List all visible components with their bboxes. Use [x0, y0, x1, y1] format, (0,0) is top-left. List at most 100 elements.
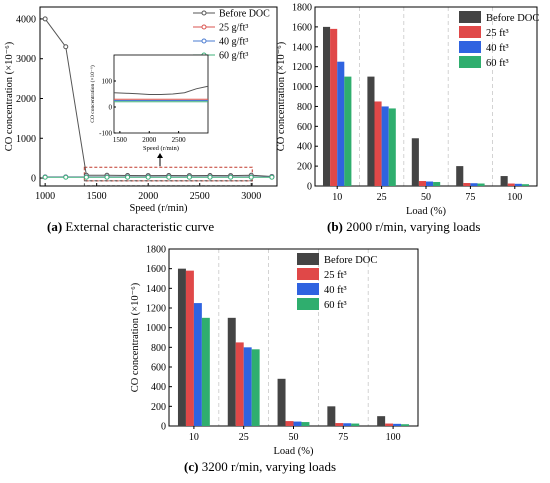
chart-c-bar — [327, 406, 336, 426]
chart-b-bar — [367, 76, 375, 186]
chart-a-ytick-label: 4000 — [16, 14, 36, 25]
chart-a-legend-marker — [201, 24, 207, 30]
chart-c-bar — [343, 423, 352, 426]
chart-a-point — [63, 174, 69, 180]
chart-b-bar — [322, 26, 331, 187]
chart-a-legend-label: 60 g/ft³ — [219, 51, 248, 62]
chart-a-xtick-label: 1500 — [87, 191, 107, 202]
chart-b-bar — [337, 61, 345, 186]
chart-c-legend-swatch — [297, 268, 319, 280]
chart-b-bar — [426, 181, 434, 186]
chart-b-legend-swatch — [459, 26, 481, 38]
chart-a-inset-frame — [113, 54, 209, 134]
chart-b-xtick-label: 25 — [377, 192, 387, 203]
chart-b-bar — [507, 183, 515, 186]
chart-c-bar — [401, 424, 410, 426]
chart-c-bar — [185, 270, 194, 426]
chart-c-bar — [277, 378, 286, 426]
chart-a-inset-xtick-label: 1500 — [113, 136, 128, 144]
chart-b-ytick-label: 600 — [297, 122, 312, 133]
chart-a-ytick-label: 1000 — [16, 134, 36, 145]
chart-c-bar — [393, 423, 402, 426]
chart-c-bar — [293, 421, 302, 426]
chart-a-point — [228, 174, 234, 180]
chart-c-legend-label: 60 ft³ — [324, 300, 347, 311]
chart-c-bar — [227, 317, 236, 426]
chart-a-legend-marker — [201, 38, 207, 44]
chart-b-ytick-label: 800 — [297, 102, 312, 113]
chart-b-legend-swatch — [459, 56, 481, 68]
chart-c-bar — [385, 423, 394, 426]
chart-b-ytick-label: 400 — [297, 142, 312, 153]
chart-b-bar — [381, 106, 389, 186]
chart-b-legend-label: 25 ft³ — [486, 28, 509, 39]
caption-b: (b) 2000 r/min, varying loads — [327, 219, 480, 235]
chart-b-ytick-label: 1800 — [292, 3, 312, 14]
chart-a-inset-xlabel: Speed (r/min) — [143, 145, 179, 152]
chart-b-ytick-label: 1200 — [292, 62, 312, 73]
chart-a-xtick-label: 1000 — [35, 191, 55, 202]
chart-b-legend-label: Before DOC — [486, 13, 539, 24]
chart-a-point — [42, 174, 48, 180]
chart-a-ytick-label: 0 — [31, 174, 36, 185]
chart-a-legend-label: 40 g/ft³ — [219, 37, 248, 48]
chart-b-ylabel: CO concentration (×10⁻⁶) — [276, 41, 287, 151]
chart-a-legend-label: Before DOC — [219, 9, 270, 20]
chart-b-legend-swatch — [459, 11, 481, 23]
chart-a-inset-xtick-label: 2000 — [142, 136, 157, 144]
chart-a-inset-ylabel: CO concentration (×10⁻⁶) — [89, 65, 96, 123]
chart-b-ytick-label: 200 — [297, 162, 312, 173]
chart-b-bar — [521, 184, 530, 186]
chart-b-bar — [433, 182, 441, 186]
chart-b-bar — [456, 166, 464, 186]
chart-c-xtick-label: 10 — [189, 432, 199, 443]
chart-b-legend-label: 60 ft³ — [486, 58, 509, 69]
chart-b-bar — [374, 101, 382, 186]
chart-a-point — [83, 174, 89, 180]
chart-c-bar — [193, 303, 202, 426]
chart-c-ytick-label: 400 — [151, 382, 166, 393]
chart-b-ytick-label: 0 — [307, 182, 312, 193]
chart-a-point — [125, 174, 131, 180]
chart-c-legend-swatch — [297, 298, 319, 310]
caption-a-tag: (a) — [47, 219, 63, 234]
chart-c-xtick-label: 75 — [338, 432, 348, 443]
chart-a-point — [269, 174, 275, 180]
chart-a-point — [207, 174, 213, 180]
chart-c-bar — [285, 421, 294, 426]
chart-a-inset-xtick-label: 2500 — [172, 136, 187, 144]
chart-a-point — [248, 174, 254, 180]
chart-c-legend-swatch — [297, 253, 319, 265]
chart-b-xtick-label: 50 — [421, 192, 431, 203]
chart-b-bar — [477, 183, 485, 186]
chart-b-ytick-label: 1000 — [292, 82, 312, 93]
chart-c-ytick-label: 800 — [151, 343, 166, 354]
chart-c-ylabel: CO concentration (×10⁻⁶) — [130, 282, 141, 392]
chart-c-legend-label: Before DOC — [324, 255, 377, 266]
chart-c-xtick-label: 100 — [386, 432, 401, 443]
caption-b-text: 2000 r/min, varying loads — [346, 219, 481, 234]
chart-c-ytick-label: 1000 — [146, 323, 166, 334]
chart-a-series-line — [44, 18, 272, 177]
chart-a-ylabel: CO concentration (×10⁻⁶) — [4, 41, 15, 151]
chart-a-legend-marker — [201, 10, 207, 16]
chart-b-bar — [418, 181, 426, 186]
chart-c-xlabel: Load (%) — [274, 446, 314, 457]
chart-a-point — [63, 44, 69, 50]
chart-a-legend-label: 25 g/ft³ — [219, 23, 248, 34]
chart-b-bar — [470, 183, 478, 186]
chart-a-xtick-label: 2500 — [190, 191, 210, 202]
chart-c-ytick-label: 1200 — [146, 304, 166, 315]
chart-a-point — [42, 16, 48, 22]
chart-b-legend-swatch — [459, 41, 481, 53]
chart-b-xtick-label: 75 — [465, 192, 475, 203]
chart-c-ytick-label: 200 — [151, 402, 166, 413]
chart-a-xtick-label: 3000 — [241, 191, 261, 202]
chart-b-xtick-label: 100 — [507, 192, 522, 203]
chart-b-bar — [344, 76, 352, 186]
caption-c: (c) 3200 r/min, varying loads — [184, 459, 336, 475]
chart-c-ytick-label: 0 — [161, 422, 166, 433]
chart-c-bar — [235, 342, 244, 426]
chart-a-inset-arrowhead — [157, 153, 163, 158]
